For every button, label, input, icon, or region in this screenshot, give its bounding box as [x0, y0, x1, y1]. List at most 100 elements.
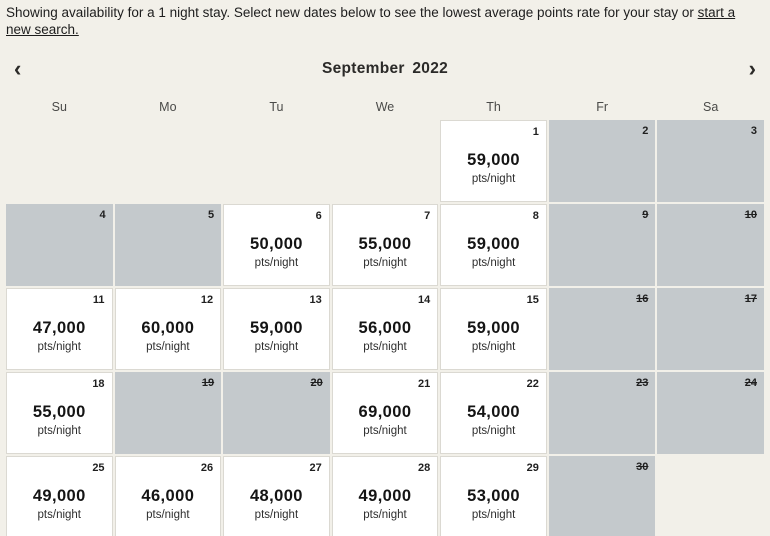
- points-unit: pts/night: [471, 257, 516, 269]
- day-cell-13[interactable]: 13 59,000 pts/night: [223, 288, 330, 370]
- points-value: 59,000: [467, 151, 520, 169]
- points-unit: pts/night: [471, 425, 516, 437]
- day-cell-7[interactable]: 7 55,000 pts/night: [331, 204, 439, 286]
- calendar-grid: 1 59,000 pts/night 2 3 4 5 6 50,000 pts/night 7 55,…: [6, 120, 764, 536]
- rate-block: 48,000 pts/night: [224, 487, 329, 521]
- day-cell-18[interactable]: 18 55,000 pts/night: [6, 372, 113, 454]
- day-number: 24: [744, 377, 757, 389]
- day-cell-4: 4: [6, 204, 113, 286]
- day-number: 21: [418, 378, 431, 390]
- calendar-month-title: September 2022: [321, 60, 449, 77]
- points-value: 46,000: [141, 487, 195, 505]
- day-cell-14[interactable]: 14 56,000 pts/night: [331, 288, 439, 370]
- day-number: 3: [750, 125, 757, 137]
- day-cell-28[interactable]: 28 49,000 pts/night: [331, 456, 439, 536]
- day-number: 29: [526, 462, 539, 474]
- day-cell-21[interactable]: 21 69,000 pts/night: [331, 372, 439, 454]
- points-value: 54,000: [467, 403, 520, 421]
- rate-block: 49,000 pts/night: [7, 487, 112, 521]
- day-number: 22: [526, 378, 539, 390]
- start-new-search-link[interactable]: start a new search.: [6, 5, 736, 37]
- points-value: 59,000: [249, 319, 303, 337]
- day-cell-23: 23: [548, 372, 656, 454]
- points-unit: pts/night: [254, 257, 299, 269]
- points-value: 50,000: [249, 235, 303, 253]
- day-number: 10: [744, 209, 757, 221]
- weekday-label-su: Su: [51, 100, 67, 114]
- points-value: 49,000: [358, 487, 412, 505]
- day-number: 19: [201, 377, 215, 389]
- calendar-header: ‹ September 2022 ›: [0, 56, 770, 82]
- points-unit: pts/night: [37, 341, 82, 353]
- chevron-left-icon: ‹: [14, 56, 22, 81]
- weekday-label-we: We: [375, 100, 395, 114]
- day-cell-12[interactable]: 12 60,000 pts/night: [114, 288, 222, 370]
- points-unit: pts/night: [254, 509, 299, 521]
- day-cell-5: 5: [114, 204, 222, 286]
- day-cell-26[interactable]: 26 46,000 pts/night: [114, 456, 222, 536]
- empty-cell: [223, 120, 330, 202]
- day-cell-19: 19: [114, 372, 222, 454]
- points-unit: pts/night: [363, 341, 407, 353]
- empty-cell: [657, 456, 764, 536]
- rate-block: 50,000 pts/night: [224, 235, 329, 269]
- rate-block: 59,000 pts/night: [441, 319, 546, 353]
- day-number: 26: [200, 462, 214, 474]
- points-value: 49,000: [32, 487, 86, 505]
- points-unit: pts/night: [37, 425, 82, 437]
- availability-banner: Showing availability for a 1 night stay.…: [0, 0, 770, 38]
- day-cell-22[interactable]: 22 54,000 pts/night: [440, 372, 547, 454]
- points-value: 55,000: [358, 235, 412, 253]
- points-unit: pts/night: [254, 341, 299, 353]
- availability-banner-text: Showing availability for a 1 night stay.…: [6, 5, 694, 20]
- chevron-right-icon: ›: [748, 56, 756, 81]
- rate-block: 47,000 pts/night: [7, 319, 112, 353]
- points-value: 53,000: [467, 487, 520, 505]
- day-number: 30: [636, 461, 649, 473]
- empty-cell: [332, 120, 439, 202]
- day-number: 12: [200, 294, 214, 306]
- day-cell-8[interactable]: 8 59,000 pts/night: [440, 204, 547, 286]
- day-number: 15: [526, 294, 539, 306]
- day-cell-29[interactable]: 29 53,000 pts/night: [440, 456, 547, 536]
- rate-block: 69,000 pts/night: [333, 403, 438, 437]
- day-cell-2: 2: [548, 120, 656, 202]
- rate-block: 59,000 pts/night: [224, 319, 329, 353]
- day-cell-25[interactable]: 25 49,000 pts/night: [6, 456, 113, 536]
- empty-cell: [6, 120, 113, 202]
- points-value: 69,000: [358, 403, 412, 421]
- points-value: 47,000: [32, 319, 86, 337]
- day-number: 25: [92, 462, 105, 474]
- day-cell-16: 16: [548, 288, 656, 370]
- next-month-button[interactable]: ›: [726, 56, 756, 82]
- day-cell-6[interactable]: 6 50,000 pts/night: [223, 204, 330, 286]
- day-cell-15[interactable]: 15 59,000 pts/night: [440, 288, 547, 370]
- prev-month-button[interactable]: ‹: [14, 56, 44, 82]
- rate-block: 53,000 pts/night: [441, 487, 546, 521]
- day-cell-1[interactable]: 1 59,000 pts/night: [440, 120, 547, 202]
- day-number: 18: [92, 378, 105, 390]
- rate-block: 56,000 pts/night: [333, 319, 438, 353]
- points-unit: pts/night: [37, 509, 82, 521]
- weekday-label-sa: Sa: [703, 100, 719, 114]
- rate-block: 59,000 pts/night: [441, 235, 546, 269]
- weekday-label-mo: Mo: [159, 100, 177, 114]
- points-value: 60,000: [141, 319, 195, 337]
- day-cell-11[interactable]: 11 47,000 pts/night: [6, 288, 113, 370]
- day-number: 4: [99, 209, 106, 221]
- day-number: 16: [636, 293, 649, 305]
- rate-block: 46,000 pts/night: [116, 487, 221, 521]
- day-cell-9: 9: [548, 204, 656, 286]
- day-cell-27[interactable]: 27 48,000 pts/night: [223, 456, 330, 536]
- day-number: 6: [315, 210, 322, 222]
- day-number: 5: [208, 209, 215, 221]
- points-value: 48,000: [249, 487, 303, 505]
- day-cell-17: 17: [657, 288, 764, 370]
- weekday-label-fr: Fr: [596, 100, 609, 114]
- points-unit: pts/night: [146, 509, 190, 521]
- points-unit: pts/night: [363, 425, 407, 437]
- points-value: 56,000: [358, 319, 412, 337]
- points-unit: pts/night: [363, 509, 407, 521]
- day-cell-10: 10: [657, 204, 764, 286]
- weekday-header-row: Su Mo Tu We Th Fr Sa: [6, 100, 764, 114]
